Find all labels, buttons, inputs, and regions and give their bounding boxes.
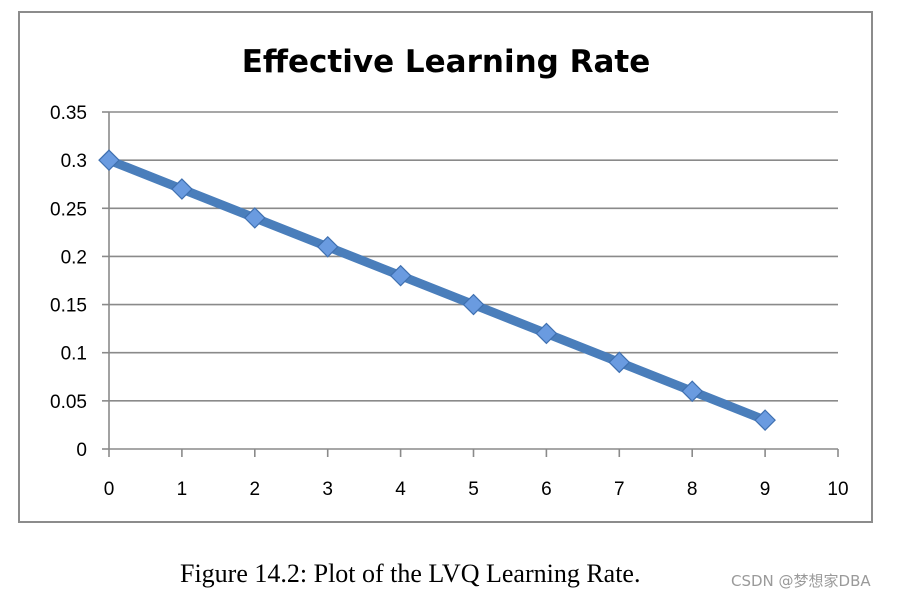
figure-caption: Figure 14.2: Plot of the LVQ Learning Ra… bbox=[180, 559, 641, 588]
line-chart: Effective Learning Rate 00.050.10.150.20… bbox=[50, 44, 849, 500]
chart-title: Effective Learning Rate bbox=[242, 44, 651, 80]
y-tick-label-6: 0.3 bbox=[61, 151, 87, 172]
chart-frame: Effective Learning Rate 0 0.05 0.1 0.15 0.2 0… bbox=[18, 11, 873, 523]
data-point-1 bbox=[171, 178, 193, 200]
data-point-2 bbox=[243, 207, 266, 229]
gridlines bbox=[109, 111, 838, 402]
data-point-6 bbox=[535, 322, 558, 345]
x-tick-label-7: 7 bbox=[614, 479, 625, 500]
data-point-9 bbox=[754, 409, 776, 431]
x-tick-label-9: 9 bbox=[760, 479, 771, 500]
y-tick-label-7: 0.35 bbox=[50, 103, 87, 124]
x-tick-label-6: 6 bbox=[541, 479, 552, 500]
x-tick-label-0: 0 bbox=[104, 479, 115, 500]
series-line-0 bbox=[104, 155, 770, 425]
y-tick-label-3: 0.15 bbox=[50, 296, 87, 317]
x-tick-label-10: 10 bbox=[827, 479, 848, 500]
x-tick-label-1: 1 bbox=[177, 479, 188, 500]
series bbox=[98, 149, 776, 431]
x-tick-label-8: 8 bbox=[687, 479, 698, 500]
y-tick-label-1: 0.05 bbox=[50, 392, 87, 413]
data-point-0 bbox=[98, 149, 120, 171]
tick-labels: 0 0.05 0.1 0.15 0.2 0.25 0.3 0.35 0 1 2 3 4 5 6 7 8 9 10 bbox=[50, 103, 849, 500]
data-point-8 bbox=[681, 380, 704, 403]
data-point-4 bbox=[389, 264, 412, 287]
y-tick-label-2: 0.1 bbox=[61, 344, 87, 365]
y-tick-label-5: 0.25 bbox=[50, 199, 87, 220]
x-tick-label-3: 3 bbox=[322, 479, 333, 500]
data-point-7 bbox=[608, 351, 631, 374]
x-tick-label-4: 4 bbox=[395, 479, 406, 500]
y-tick-label-4: 0.2 bbox=[61, 247, 87, 268]
data-point-3 bbox=[316, 235, 339, 258]
data-point-5 bbox=[462, 293, 485, 316]
x-tick-label-2: 2 bbox=[250, 479, 261, 500]
watermark-text: CSDN @梦想家DBA bbox=[731, 572, 871, 590]
y-tick-label-0: 0 bbox=[76, 440, 87, 461]
x-tick-label-5: 5 bbox=[468, 479, 479, 500]
